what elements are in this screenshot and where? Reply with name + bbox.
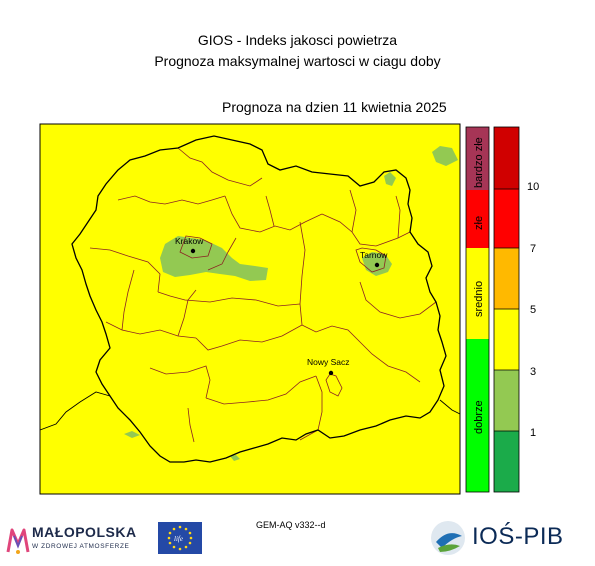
svg-text:life: life xyxy=(174,535,183,543)
ios-pib-emblem-icon xyxy=(431,521,465,555)
map-background xyxy=(39,123,461,495)
legend-cat-label-srednio: srednio xyxy=(473,281,485,317)
legend-cat-bardzo-zle xyxy=(466,127,489,190)
ios-pib-logo: IOŚ-PIB xyxy=(428,518,568,558)
forecast-date: Prognoza na dzien 11 kwietnia 2025 xyxy=(222,99,447,115)
eu-life-logo: life xyxy=(158,522,202,554)
legend-level-3: 3 xyxy=(530,366,536,378)
model-version: GEM-AQ v332--d xyxy=(256,520,326,530)
neighbor-boundary-south xyxy=(439,399,461,415)
index-scale-legend: 10 7 5 3 1 xyxy=(493,126,539,493)
legend-band-6 xyxy=(494,431,519,492)
green-patches xyxy=(124,146,458,461)
city-marker-tarnow xyxy=(374,262,380,268)
legend-band-1 xyxy=(494,127,519,189)
malopolska-logo: MAŁOPOLSKA W ZDROWEJ ATMOSFERZE xyxy=(6,522,156,560)
legend-cat-srednio xyxy=(466,248,489,339)
legend-level-1: 1 xyxy=(530,427,536,439)
city-label-nowy-sacz: Nowy Sacz xyxy=(307,357,350,367)
city-marker-krakow xyxy=(190,248,196,254)
legend-cat-zle xyxy=(466,190,489,248)
legend-level-7: 7 xyxy=(530,243,536,255)
legend-level-5: 5 xyxy=(530,304,536,316)
malopolska-emblem-icon xyxy=(6,528,30,554)
legend-band-2 xyxy=(494,189,519,248)
legend-band-4 xyxy=(494,309,519,370)
district-boundaries xyxy=(89,147,437,443)
legend-cat-label-zle: złe xyxy=(473,216,485,230)
city-marker-nowy-sacz xyxy=(328,370,334,376)
malopolska-name: MAŁOPOLSKA xyxy=(32,524,137,540)
neighbor-boundary xyxy=(39,391,111,431)
city-label-krakow: Krakow xyxy=(175,236,204,246)
region-boundary xyxy=(71,135,447,463)
title-line-2: Prognoza maksymalnej wartosci w ciagu do… xyxy=(154,53,441,69)
legend-band-3 xyxy=(494,248,519,309)
title-line-1: GIOS - Indeks jakosci powietrza xyxy=(197,32,398,48)
legend-band-5 xyxy=(494,370,519,431)
legend-level-10: 10 xyxy=(527,181,539,193)
ios-pib-name: IOŚ-PIB xyxy=(472,523,564,550)
category-legend: bardzo złe złe srednio dobrze xyxy=(465,126,490,493)
city-label-tarnow: Tarnow xyxy=(360,250,388,260)
legend-cat-dobrze xyxy=(466,339,489,492)
eu-stars-icon: life xyxy=(167,525,193,551)
legend-cat-label-bardzo-zle: bardzo złe xyxy=(473,137,485,188)
legend-cat-label-dobrze: dobrze xyxy=(473,400,485,434)
malopolska-subtitle: W ZDROWEJ ATMOSFERZE xyxy=(32,543,130,550)
